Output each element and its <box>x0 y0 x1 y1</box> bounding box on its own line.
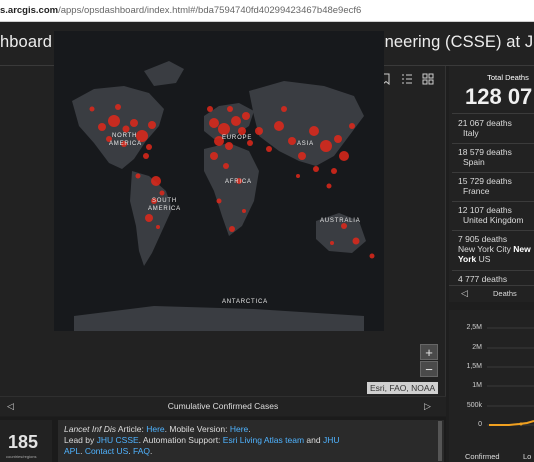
map-label-south-america: AMERICA <box>148 206 181 212</box>
map-nav-label: Cumulative Confirmed Cases <box>167 401 279 411</box>
tab-confirmed[interactable]: Confirmed <box>465 452 500 461</box>
jhu-link[interactable]: JHU <box>322 435 340 445</box>
map-label-antarctica: ANTARCTICA <box>222 299 268 305</box>
y-tick: 2M <box>472 344 482 351</box>
deaths-nav-bar: ◁ Deaths <box>449 285 534 301</box>
legend-list-icon[interactable] <box>401 73 413 85</box>
deaths-panel: Total Deaths 128 07 <box>449 66 534 302</box>
deaths-row-new-york[interactable]: 7 905 deaths New York City New York US <box>458 234 531 264</box>
map-label-south: SOUTH <box>152 198 177 204</box>
info-text-panel: Lancet Inf Dis Article: Here. Mobile Ver… <box>58 420 444 462</box>
map-label-america: AMERICA <box>109 141 142 147</box>
deaths-prev-button[interactable]: ◁ <box>461 288 468 298</box>
lancet-text: Lancet Inf Dis <box>64 424 116 434</box>
info-scrollbar[interactable] <box>438 421 442 461</box>
apl-link[interactable]: APL <box>64 446 81 456</box>
deaths-row-spain[interactable]: 18 579 deaths Spain <box>458 147 512 167</box>
map-nav-bar: ◁ Cumulative Confirmed Cases ▷ <box>0 396 446 416</box>
country-count-label: countries/regions <box>6 454 37 459</box>
esri-living-atlas-link[interactable]: Esri Living Atlas team <box>222 435 305 445</box>
next-map-button[interactable]: ▷ <box>424 401 431 411</box>
map-label-australia: AUSTRALIA <box>320 218 361 224</box>
map-label-europe: EUROPE <box>222 135 252 141</box>
contact-us-link[interactable]: Contact US <box>84 446 129 456</box>
mobile-version-link[interactable]: Here <box>229 424 249 434</box>
confirmed-line <box>489 420 534 426</box>
chart-tabs: Confirmed Lo <box>449 450 534 462</box>
total-deaths-label: Total Deaths <box>487 73 529 82</box>
y-tick: 0 <box>478 421 482 428</box>
tab-logarithmic[interactable]: Lo <box>523 452 532 461</box>
deaths-row-united-kingdom[interactable]: 12 107 deaths United Kingdom <box>458 205 524 225</box>
map-label-africa: AFRICA <box>225 179 252 185</box>
y-tick: 2,5M <box>466 324 482 331</box>
country-count-value: 185 <box>8 432 39 452</box>
deaths-row-next[interactable]: 4 777 deaths <box>458 274 508 284</box>
map-attribution: Esri, FAO, NOAA <box>367 382 439 394</box>
total-deaths-value: 128 07 <box>465 84 533 109</box>
deaths-row-france[interactable]: 15 729 deaths France <box>458 176 512 196</box>
faq-link[interactable]: FAQ <box>133 446 151 456</box>
zoom-in-button[interactable]: + <box>420 344 438 360</box>
address-bar[interactable]: s.arcgis.com/apps/opsdashboard/index.htm… <box>0 0 534 22</box>
map-label-asia: ASIA <box>297 141 314 147</box>
y-tick: 1,5M <box>466 363 482 370</box>
article-link[interactable]: Here <box>146 424 165 434</box>
cases-chart-panel: 2,5M 2M 1,5M 1M 500k 0 <box>449 310 534 450</box>
world-map[interactable]: NORTH AMERICA EUROPE ASIA AFRICA SOUTH A… <box>54 31 384 331</box>
zoom-out-button[interactable]: − <box>420 361 438 377</box>
prev-map-button[interactable]: ◁ <box>7 401 14 411</box>
deaths-nav-label: Deaths <box>493 289 517 298</box>
case-bubbles <box>89 104 375 259</box>
jhu-csse-link[interactable]: JHU CSSE <box>96 435 139 445</box>
country-count-panel: 185 countries/regions <box>0 420 52 462</box>
basemap-gallery-icon[interactable] <box>422 73 434 85</box>
deaths-row-italy[interactable]: 21 067 deaths Italy <box>458 118 512 138</box>
cases-chart[interactable] <box>449 310 534 450</box>
map-label-north: NORTH <box>112 133 137 139</box>
url-text[interactable]: s.arcgis.com/apps/opsdashboard/index.htm… <box>0 5 362 16</box>
y-tick: 1M <box>472 382 482 389</box>
y-tick: 500k <box>466 402 482 409</box>
